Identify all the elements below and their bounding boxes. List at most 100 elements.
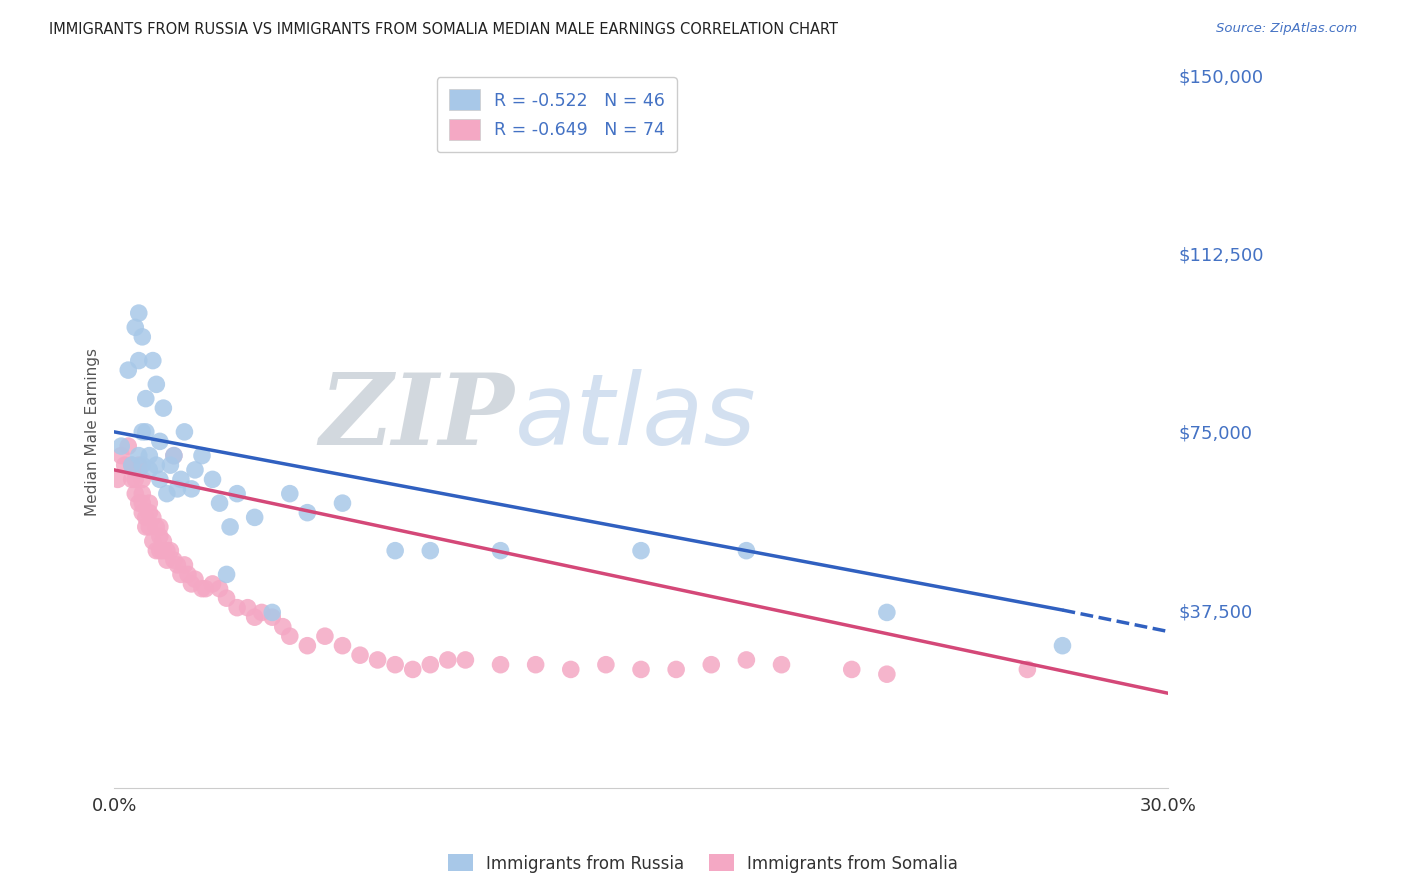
Point bbox=[114, 458, 136, 472]
Point bbox=[262, 606, 284, 620]
Point bbox=[1017, 662, 1039, 676]
Point bbox=[138, 496, 160, 510]
Point bbox=[278, 486, 301, 500]
Text: IMMIGRANTS FROM RUSSIA VS IMMIGRANTS FROM SOMALIA MEDIAN MALE EARNINGS CORRELATI: IMMIGRANTS FROM RUSSIA VS IMMIGRANTS FRO… bbox=[49, 22, 838, 37]
Point bbox=[110, 439, 132, 453]
Point bbox=[384, 657, 406, 672]
Point bbox=[595, 657, 617, 672]
Point bbox=[184, 463, 207, 477]
Point bbox=[349, 648, 371, 663]
Point bbox=[700, 657, 723, 672]
Point bbox=[142, 510, 165, 524]
Point bbox=[384, 543, 406, 558]
Point bbox=[735, 653, 758, 667]
Point bbox=[208, 582, 231, 596]
Point bbox=[1052, 639, 1074, 653]
Point bbox=[131, 330, 153, 344]
Text: ZIP: ZIP bbox=[319, 369, 515, 466]
Point bbox=[131, 458, 153, 472]
Point bbox=[170, 567, 193, 582]
Point bbox=[402, 662, 425, 676]
Point bbox=[145, 377, 167, 392]
Point bbox=[226, 486, 249, 500]
Point bbox=[250, 606, 273, 620]
Point bbox=[173, 558, 195, 572]
Legend: R = -0.522   N = 46, R = -0.649   N = 74: R = -0.522 N = 46, R = -0.649 N = 74 bbox=[437, 77, 676, 153]
Point bbox=[560, 662, 582, 676]
Point bbox=[131, 496, 153, 510]
Point bbox=[145, 543, 167, 558]
Point bbox=[128, 353, 150, 368]
Point bbox=[665, 662, 688, 676]
Point bbox=[135, 392, 157, 406]
Point bbox=[152, 534, 174, 549]
Point bbox=[117, 363, 139, 377]
Point bbox=[271, 620, 294, 634]
Point bbox=[297, 639, 319, 653]
Point bbox=[121, 472, 143, 486]
Point bbox=[149, 529, 172, 543]
Point bbox=[149, 434, 172, 449]
Point bbox=[149, 543, 172, 558]
Point bbox=[152, 543, 174, 558]
Point bbox=[201, 472, 224, 486]
Point bbox=[128, 449, 150, 463]
Point bbox=[314, 629, 336, 643]
Point bbox=[156, 543, 179, 558]
Point bbox=[121, 458, 143, 472]
Point bbox=[138, 449, 160, 463]
Text: atlas: atlas bbox=[515, 369, 756, 467]
Point bbox=[735, 543, 758, 558]
Point bbox=[419, 543, 441, 558]
Point bbox=[184, 572, 207, 586]
Point bbox=[128, 306, 150, 320]
Point bbox=[163, 553, 186, 567]
Point bbox=[630, 662, 652, 676]
Point bbox=[454, 653, 477, 667]
Point bbox=[876, 606, 898, 620]
Point bbox=[191, 582, 214, 596]
Point bbox=[876, 667, 898, 681]
Point bbox=[194, 582, 217, 596]
Point bbox=[770, 657, 793, 672]
Point bbox=[156, 486, 179, 500]
Point bbox=[156, 553, 179, 567]
Point bbox=[131, 486, 153, 500]
Point bbox=[243, 510, 266, 524]
Point bbox=[124, 320, 146, 334]
Point bbox=[219, 520, 242, 534]
Point bbox=[841, 662, 863, 676]
Point bbox=[135, 425, 157, 439]
Point bbox=[201, 577, 224, 591]
Point bbox=[163, 449, 186, 463]
Point bbox=[159, 458, 181, 472]
Point bbox=[142, 534, 165, 549]
Point bbox=[159, 543, 181, 558]
Point bbox=[117, 439, 139, 453]
Point bbox=[124, 472, 146, 486]
Point bbox=[437, 653, 460, 667]
Point bbox=[135, 510, 157, 524]
Point bbox=[367, 653, 389, 667]
Point bbox=[124, 486, 146, 500]
Point bbox=[166, 482, 188, 496]
Point bbox=[135, 520, 157, 534]
Point bbox=[332, 639, 354, 653]
Point bbox=[131, 425, 153, 439]
Point bbox=[170, 472, 193, 486]
Point bbox=[489, 543, 512, 558]
Point bbox=[163, 449, 186, 463]
Point bbox=[138, 506, 160, 520]
Point bbox=[149, 472, 172, 486]
Point bbox=[297, 506, 319, 520]
Point bbox=[215, 567, 238, 582]
Point bbox=[243, 610, 266, 624]
Point bbox=[110, 449, 132, 463]
Point bbox=[177, 567, 200, 582]
Point bbox=[191, 449, 214, 463]
Point bbox=[138, 463, 160, 477]
Point bbox=[166, 558, 188, 572]
Point bbox=[226, 600, 249, 615]
Point bbox=[128, 496, 150, 510]
Point bbox=[121, 458, 143, 472]
